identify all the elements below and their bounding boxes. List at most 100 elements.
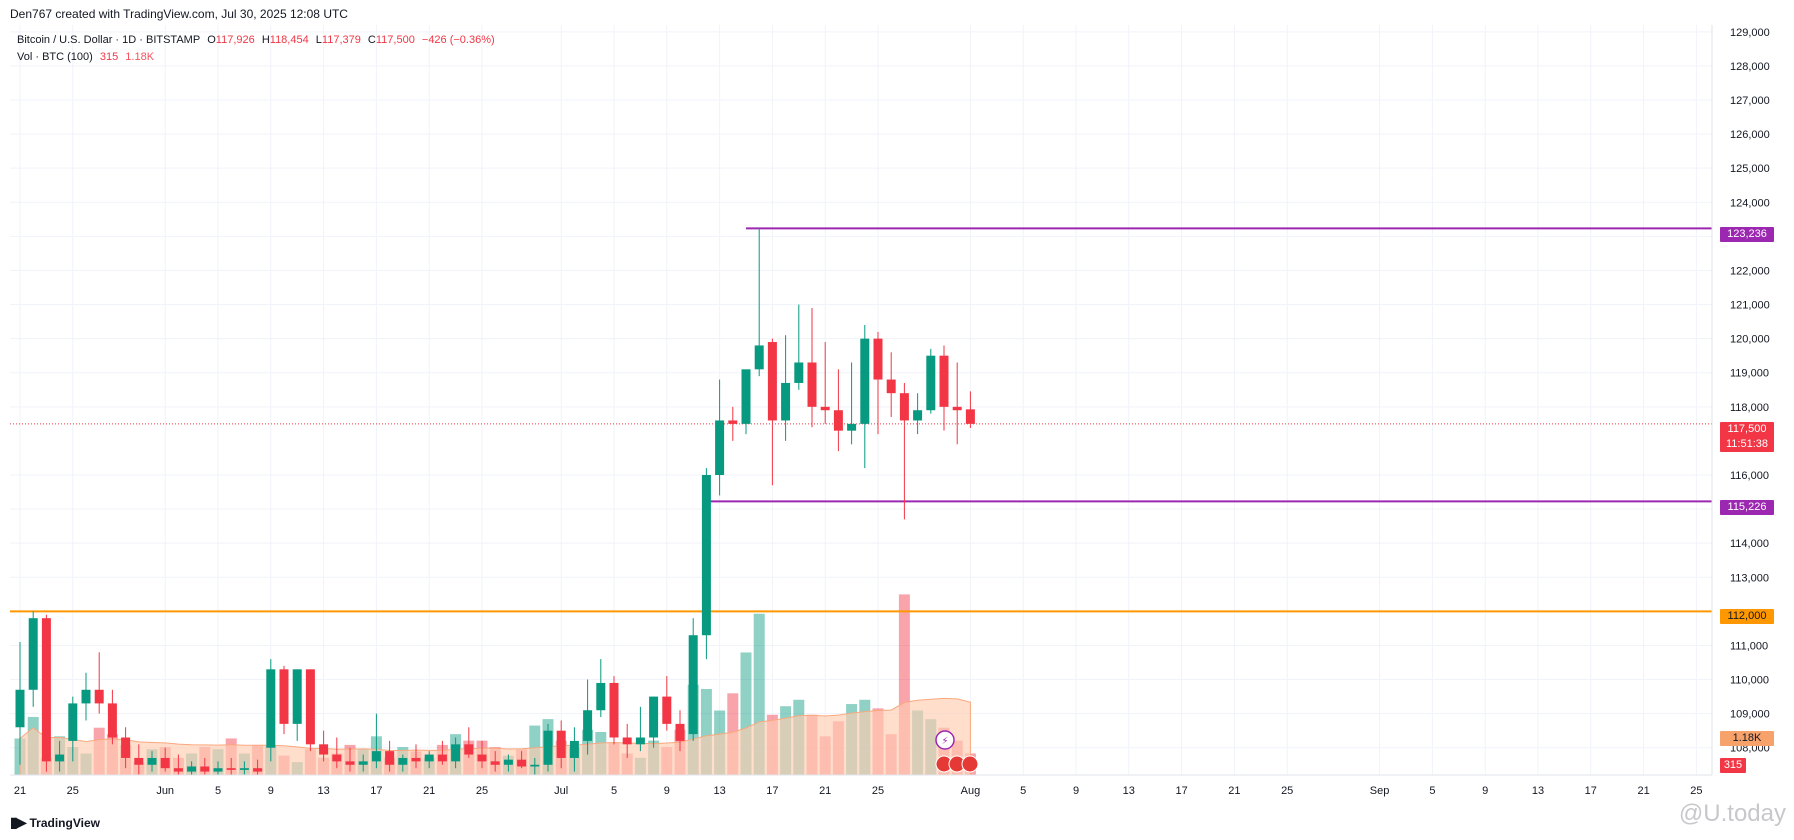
candle-body[interactable]	[820, 406, 830, 411]
candle-body[interactable]	[833, 410, 843, 431]
countdown-value: 11:51:38	[1725, 438, 1768, 450]
event-icons[interactable]: ⚡	[935, 730, 979, 773]
candle-body[interactable]	[200, 766, 210, 772]
candle-body[interactable]	[107, 703, 117, 738]
candle-body[interactable]	[675, 723, 685, 741]
candle-body[interactable]	[147, 757, 157, 765]
x-tick-label: 5	[611, 785, 617, 797]
candle-body[interactable]	[187, 766, 197, 772]
volume-title[interactable]: Vol · BTC (100)	[17, 51, 93, 63]
price-axis: 129,000 128,000 127,000 126,000 125,000 124,0…	[1711, 25, 1770, 775]
candle-body[interactable]	[68, 703, 78, 741]
candle-body[interactable]	[899, 393, 909, 421]
x-tick-label: 5	[215, 785, 221, 797]
candle-body[interactable]	[662, 696, 672, 724]
candle-body[interactable]	[952, 406, 962, 411]
candle-body[interactable]	[794, 362, 804, 383]
candle-body[interactable]	[965, 409, 975, 424]
high-value: 118,454	[269, 34, 309, 46]
x-tick-label: 9	[1073, 785, 1079, 797]
x-tick-label: 9	[1482, 785, 1488, 797]
x-tick-label: Aug	[961, 785, 981, 797]
candle-body[interactable]	[160, 757, 170, 769]
candle-body[interactable]	[622, 737, 632, 745]
candle-body[interactable]	[173, 768, 183, 772]
candle-body[interactable]	[121, 737, 131, 758]
candle-body[interactable]	[371, 751, 381, 762]
candle-body[interactable]	[754, 345, 764, 370]
candle-body[interactable]	[15, 689, 25, 728]
candle-body[interactable]	[279, 669, 289, 724]
candle-body[interactable]	[913, 410, 923, 421]
candle-body[interactable]	[873, 338, 883, 380]
tradingview-logo[interactable]: ▮▶ TradingView	[10, 814, 100, 831]
candle-body[interactable]	[767, 342, 777, 421]
candle-body[interactable]	[596, 682, 606, 711]
candle-body[interactable]	[398, 757, 408, 765]
candle-body[interactable]	[226, 768, 236, 770]
candle-body[interactable]	[556, 730, 566, 758]
candle-body[interactable]	[569, 740, 579, 758]
close-value: 117,500	[375, 34, 415, 46]
symbol-title[interactable]: Bitcoin / U.S. Dollar · 1D · BITSTAMP	[17, 34, 201, 46]
candle-body[interactable]	[81, 689, 91, 704]
candle-body[interactable]	[239, 768, 249, 770]
candle-body[interactable]	[701, 475, 711, 636]
candle-body[interactable]	[503, 759, 513, 765]
candle-body[interactable]	[332, 754, 342, 762]
x-tick-label: Sep	[1370, 785, 1390, 797]
candle-body[interactable]	[635, 737, 645, 745]
candle-body[interactable]	[424, 754, 434, 762]
candle-body[interactable]	[926, 355, 936, 411]
candle-body[interactable]	[860, 338, 870, 424]
candle-body[interactable]	[781, 382, 791, 421]
candle-body[interactable]	[305, 669, 315, 745]
candle-body[interactable]	[609, 682, 619, 738]
candle-body[interactable]	[411, 757, 421, 762]
candle-body[interactable]	[886, 379, 896, 394]
candle-body[interactable]	[490, 761, 500, 765]
candle-body[interactable]	[345, 761, 355, 765]
candle-body[interactable]	[649, 696, 659, 738]
candle-body[interactable]	[213, 768, 223, 772]
candle-body[interactable]	[451, 744, 461, 762]
x-tick-label: 25	[476, 785, 488, 797]
candle-body[interactable]	[253, 768, 263, 772]
y-tick-label: 121,000	[1730, 300, 1770, 312]
candle-body[interactable]	[688, 635, 698, 735]
candle-body[interactable]	[517, 759, 527, 767]
candle-body[interactable]	[134, 757, 144, 765]
candle-body[interactable]	[437, 754, 447, 762]
candle-body[interactable]	[266, 669, 276, 748]
candle-body[interactable]	[715, 420, 725, 475]
candle-body[interactable]	[741, 369, 751, 424]
us-flag-event-icon[interactable]	[961, 755, 979, 773]
candle-body[interactable]	[358, 761, 368, 765]
low-label: L	[315, 34, 322, 46]
candle-body[interactable]	[292, 669, 302, 724]
event-lightning-icon[interactable]	[935, 730, 955, 750]
candle-body[interactable]	[939, 355, 949, 407]
candle-body[interactable]	[94, 689, 104, 704]
candle-body[interactable]	[847, 423, 857, 431]
candle-body[interactable]	[319, 744, 329, 755]
candle-body[interactable]	[55, 754, 65, 762]
candle-body[interactable]	[807, 362, 817, 407]
y-tick-label: 127,000	[1730, 95, 1770, 107]
lightning-glyph-icon: ⚡	[941, 736, 948, 747]
candle-body[interactable]	[530, 764, 540, 767]
candle-body[interactable]	[385, 751, 395, 765]
x-tick-label: 13	[1532, 785, 1544, 797]
symbol-legend: Bitcoin / U.S. Dollar · 1D · BITSTAMP O1…	[17, 34, 499, 46]
candle-body[interactable]	[543, 730, 553, 765]
candle-body[interactable]	[583, 710, 593, 741]
x-tick-label: 17	[766, 785, 778, 797]
x-tick-label: 13	[317, 785, 329, 797]
candle-body[interactable]	[464, 744, 474, 755]
candle-body[interactable]	[28, 618, 38, 690]
candle-body[interactable]	[728, 420, 738, 424]
level-tag-123236: 123,236	[1720, 227, 1774, 242]
candle-body[interactable]	[477, 754, 487, 762]
candle-body[interactable]	[41, 618, 51, 762]
